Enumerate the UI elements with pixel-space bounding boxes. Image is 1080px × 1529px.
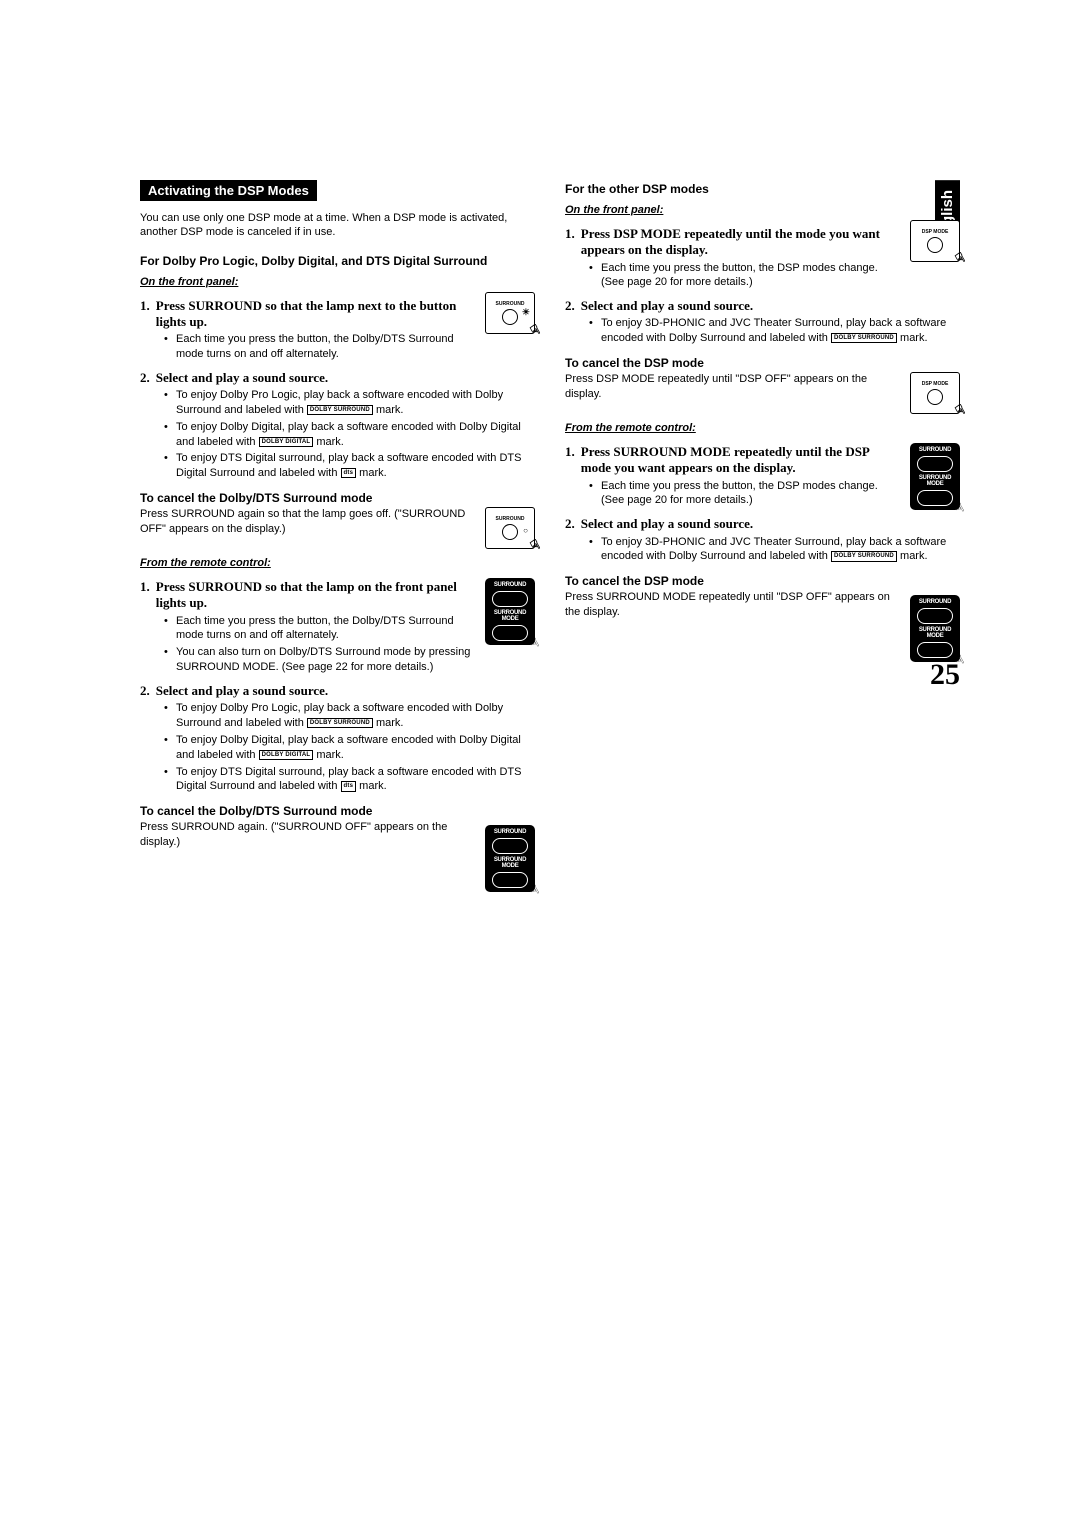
cancel-body: Press SURROUND again. ("SURROUND OFF" ap… [140,820,475,850]
remote-label: From the remote control: [565,422,960,434]
right-column: For the other DSP modes On the front pan… [565,180,960,892]
cancel-heading: To cancel the Dolby/DTS Surround mode [140,804,535,818]
step-number: 1. [565,444,575,460]
step-number: 1. [140,579,150,595]
step-number: 2. [140,370,150,386]
dsp-mode-button-icon: DSP MODE ☟ [910,220,960,262]
page-number: 25 [930,658,960,692]
cancel-heading: To cancel the Dolby/DTS Surround mode [140,491,535,505]
surround-button-icon: SURROUND ☀ ☟ [485,292,535,334]
step-bullet: To enjoy 3D-PHONIC and JVC Theater Surro… [589,316,960,346]
step-bullet: To enjoy Dolby Pro Logic, play back a so… [164,388,535,418]
step-bullet: Each time you press the button, the DSP … [589,479,900,509]
cancel-body: Press DSP MODE repeatedly until "DSP OFF… [565,372,900,402]
remote-surround-icon: SURROUND SURROUND MODE ☟ [910,595,960,662]
front-panel-label: On the front panel: [140,276,535,288]
cancel-heading: To cancel the DSP mode [565,574,960,588]
step-text: Select and play a sound source. [581,298,960,314]
dsp-mode-button-icon: DSP MODE ☟ [910,372,960,414]
step-text: Select and play a sound source. [156,370,535,386]
step-bullet: Each time you press the button, the Dolb… [164,332,475,362]
step-bullet: Each time you press the button, the Dolb… [164,614,475,644]
step-number: 1. [565,226,575,242]
step-bullet: You can also turn on Dolby/DTS Surround … [164,645,475,675]
step-bullet: To enjoy 3D-PHONIC and JVC Theater Surro… [589,535,960,565]
remote-surround-icon: SURROUND SURROUND MODE ☟ [485,825,535,892]
step-bullet: To enjoy DTS Digital surround, play back… [164,765,535,795]
cancel-body: Press SURROUND MODE repeatedly until "DS… [565,590,900,620]
remote-surround-icon: SURROUND SURROUND MODE ☟ [910,443,960,510]
step-text: Select and play a sound source. [156,683,535,699]
remote-surround-icon: SURROUND SURROUND MODE ☟ [485,578,535,645]
intro-text: You can use only one DSP mode at a time.… [140,211,535,240]
step-bullet: To enjoy Dolby Digital, play back a soft… [164,733,535,763]
front-panel-label: On the front panel: [565,204,960,216]
surround-button-icon: SURROUND ○ ☟ [485,507,535,549]
step-text: Select and play a sound source. [581,516,960,532]
cancel-body: Press SURROUND again so that the lamp go… [140,507,475,537]
cancel-heading: To cancel the DSP mode [565,356,960,370]
other-dsp-heading: For the other DSP modes [565,182,960,196]
step-text: Press SURROUND MODE repeatedly until the… [581,444,900,477]
dolby-heading: For Dolby Pro Logic, Dolby Digital, and … [140,254,535,268]
step-number: 2. [140,683,150,699]
step-bullet: To enjoy Dolby Digital, play back a soft… [164,420,535,450]
step-bullet: To enjoy Dolby Pro Logic, play back a so… [164,701,535,731]
step-bullet: To enjoy DTS Digital surround, play back… [164,451,535,481]
section-title: Activating the DSP Modes [140,180,317,201]
step-text: Press SURROUND so that the lamp on the f… [156,579,475,612]
step-text: Press DSP MODE repeatedly until the mode… [581,226,900,259]
step-number: 2. [565,516,575,532]
step-number: 1. [140,298,150,314]
remote-label: From the remote control: [140,557,535,569]
left-column: Activating the DSP Modes You can use onl… [140,180,535,892]
step-text: Press SURROUND so that the lamp next to … [156,298,475,331]
step-number: 2. [565,298,575,314]
step-bullet: Each time you press the button, the DSP … [589,261,900,291]
